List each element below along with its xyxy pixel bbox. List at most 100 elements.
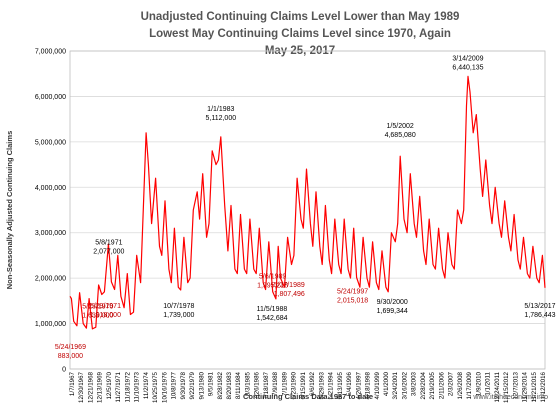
x-tick-label: 10/8/1977	[171, 371, 178, 399]
x-tick-label: 11/29/2014	[522, 371, 529, 402]
x-tick-label: 1/7/1967	[69, 371, 76, 396]
annotation-date: 1/5/2002	[387, 123, 414, 130]
x-tick-label: 5/4/1996	[346, 371, 353, 396]
annotation-value: 6,440,135	[452, 64, 483, 71]
annotation-value: 1,918,000	[90, 312, 121, 319]
x-tick-label: 1/17/2009	[466, 371, 473, 399]
x-tick-label: 8/28/1982	[217, 371, 224, 399]
x-tick-label: 12/13/1969	[97, 371, 104, 403]
x-tick-label: 9/30/1978	[180, 371, 187, 399]
x-tick-label: 5/21/1994	[328, 371, 335, 399]
x-tick-label: 11/2/1974	[143, 371, 150, 399]
watermark: www.itstheeconomy.info	[472, 394, 548, 401]
x-tick-label: 9/22/1979	[189, 371, 196, 399]
plot-area-border	[69, 50, 546, 370]
annotations-layer: 5/24/1969 883,000 5/23/1970 1,639,000 5/8/19…	[55, 55, 556, 359]
annotation-date: 10/7/1978	[163, 303, 194, 310]
x-tick-label: 9/5/1981	[208, 371, 215, 396]
x-tick-label: 2/3/2007	[448, 371, 455, 396]
annotation-date: 5/24/1997	[337, 288, 368, 295]
annotation-date: 1/1/1983	[207, 106, 234, 113]
annotation-value: 883,000	[58, 353, 83, 360]
annotation-date: 9/30/2000	[377, 299, 408, 306]
x-tick-label: 9/13/1980	[198, 371, 205, 399]
x-tick-label: 2/11/2006	[438, 371, 445, 399]
y-tick-label: 0	[62, 367, 66, 374]
x-tick-label: 3/24/2001	[392, 371, 399, 399]
x-tick-label: 7/18/1987	[263, 371, 270, 399]
annotation-date: 5/29/1971	[90, 303, 121, 310]
y-tick-label: 6,000,000	[35, 94, 66, 101]
x-tick-label: 5/13/1995	[337, 371, 344, 399]
x-tick-label: 12/24/2011	[494, 371, 501, 402]
x-tick-label: 1/26/2008	[457, 371, 464, 399]
annotation-date: 5/27/1989	[274, 282, 305, 289]
annotation-value: 1,995,218	[257, 282, 288, 289]
x-tick-label: 11/27/1971	[115, 371, 122, 402]
x-tick-label: 6/6/1992	[309, 371, 316, 396]
annotation-value: 4,685,080	[385, 132, 416, 139]
x-tick-label: 10/16/1976	[161, 371, 168, 403]
x-tick-label: 3/8/2003	[411, 371, 418, 396]
x-tick-label: 8/11/1984	[235, 371, 242, 399]
x-tick-label: 10/25/1975	[152, 371, 159, 403]
x-tick-label: 7/26/1986	[254, 371, 261, 399]
annotation-value: 1,807,496	[274, 291, 305, 298]
x-tick-label: 5/29/1993	[318, 371, 325, 399]
series-layer	[69, 75, 546, 330]
x-tick-label: 8/20/1983	[226, 371, 233, 399]
annotation-value: 1,739,000	[163, 312, 194, 319]
annotation-date: 3/14/2009	[452, 55, 483, 62]
x-tick-label: 4/26/1997	[355, 371, 362, 399]
annotation-date: 5/8/1971	[95, 240, 122, 247]
x-tick-label: 4/1/2000	[383, 371, 390, 396]
x-tick-label: 11/21/2015	[531, 371, 538, 402]
x-tick-label: 4/10/1999	[374, 371, 381, 399]
chart-title-line-1: Unadjusted Continuing Claims Level Lower…	[141, 11, 460, 23]
y-tick-label: 3,000,000	[35, 230, 66, 237]
x-tick-label: 3/16/2002	[402, 371, 409, 399]
x-tick-label: 12/15/2012	[503, 371, 510, 403]
y-axis-label: Non-Seasonally Adjusted Continuing Claim…	[5, 131, 14, 290]
series-line	[69, 75, 546, 330]
annotation-value: 2,077,000	[93, 249, 124, 256]
x-tick-label: 11/10/1973	[134, 371, 141, 402]
x-tick-label: 12/7/2013	[512, 371, 519, 399]
x-tick-label: 7/1/1989	[281, 371, 288, 396]
x-tick-label: 6/15/1991	[300, 371, 307, 399]
x-tick-label: 11/18/1972	[124, 371, 131, 402]
annotation-date: 11/5/1988	[257, 306, 288, 313]
x-tick-label: 12/21/1968	[88, 371, 95, 403]
annotation-date: 5/13/2017	[524, 303, 555, 310]
x-tick-label: 8/3/1985	[245, 371, 252, 396]
x-tick-label: 4/18/1998	[365, 371, 372, 399]
y-tick-label: 5,000,000	[35, 139, 66, 146]
annotation-value: 5,112,000	[205, 115, 236, 122]
y-tick-label: 7,000,000	[35, 49, 66, 56]
y-tick-label: 1,000,000	[35, 321, 66, 328]
x-tick-label: 2/19/2005	[429, 371, 436, 399]
annotation-value: 1,542,684	[256, 315, 287, 322]
x-tick-label: 12/5/1970	[106, 371, 113, 399]
annotation-value: 2,015,018	[337, 297, 368, 304]
annotation-date: 5/24/1969	[55, 344, 86, 351]
x-tick-label: 11/12/2016	[540, 371, 547, 402]
annotation-date: 5/6/1989	[259, 273, 286, 280]
x-tick-label: 2/28/2004	[420, 371, 427, 399]
x-tick-label: 7/9/1988	[272, 371, 279, 396]
chart-title-line-2: Lowest May Continuing Claims Level since…	[149, 28, 451, 40]
annotation-value: 1,786,443	[524, 312, 555, 319]
annotation-value: 1,639,000	[82, 313, 113, 320]
x-tick-label: 6/23/1990	[291, 371, 298, 399]
x-tick-label: 1/1/2011	[485, 371, 492, 395]
x-tick-label: 1/9/2010	[475, 371, 482, 396]
y-axis-ticks: 0 1,000,000 2,000,000 3,000,000 4,000,000 5,0…	[35, 49, 66, 374]
y-tick-label: 4,000,000	[35, 185, 66, 192]
y-tick-label: 2,000,000	[35, 276, 66, 283]
annotation-date: 5/23/1970	[82, 304, 113, 311]
x-axis-ticks: 1/7/1967 12/30/1967 12/21/1968 12/13/1969 12…	[69, 371, 547, 403]
x-axis-label: Continuing Claims Data 1967 to date	[243, 392, 373, 401]
x-tick-label: 12/30/1967	[78, 371, 85, 403]
